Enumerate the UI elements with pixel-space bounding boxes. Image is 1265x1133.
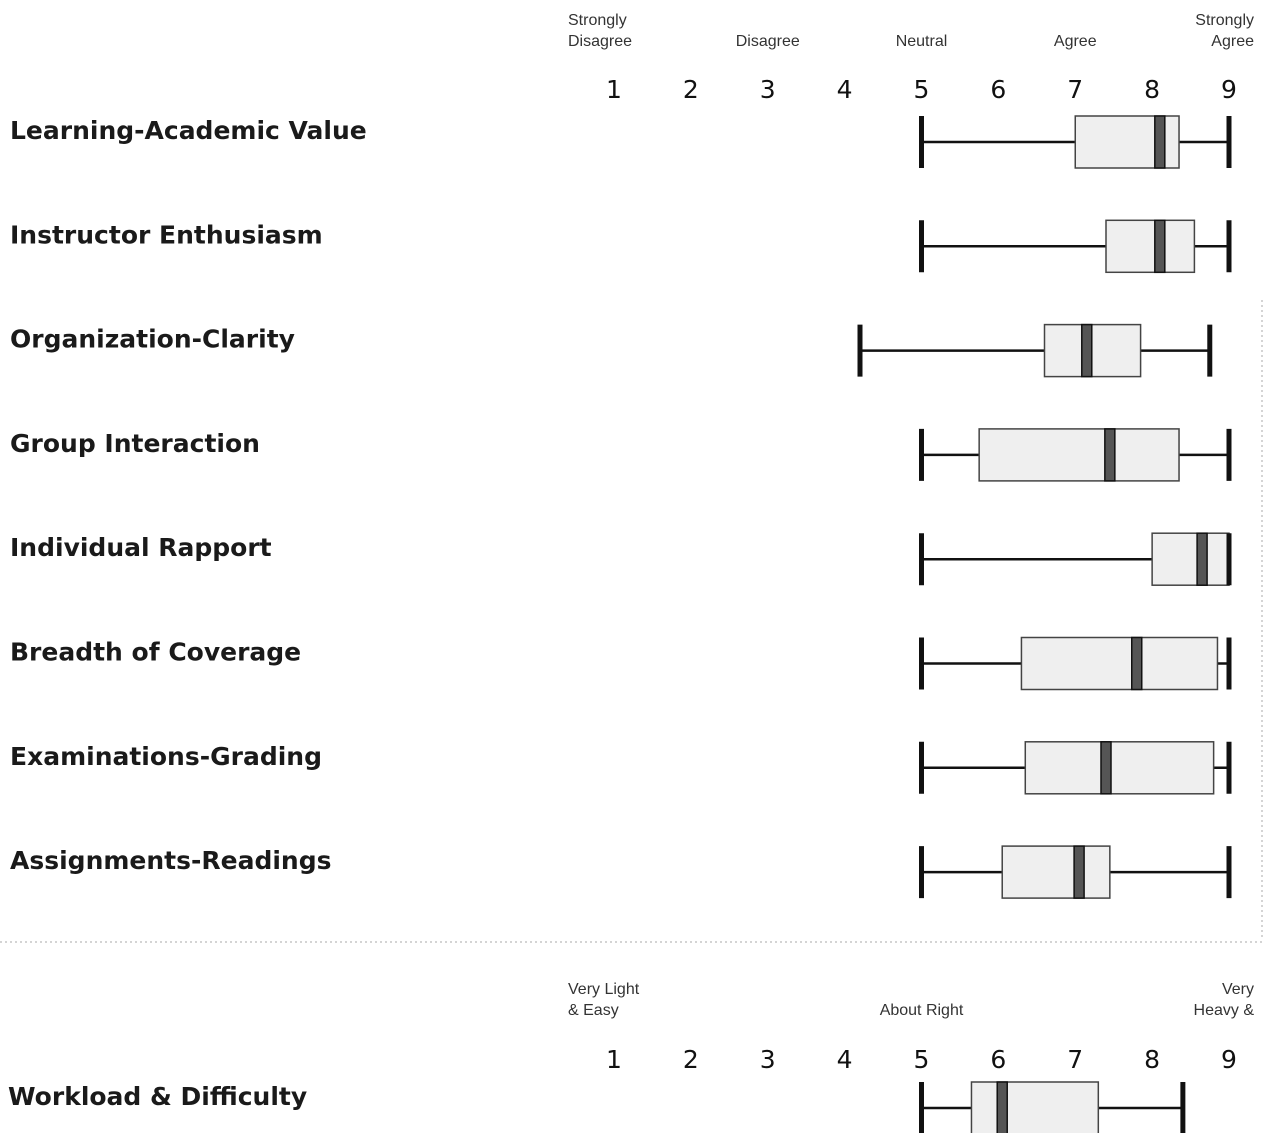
median-bar [1081, 323, 1093, 378]
iqr-box [970, 1081, 1100, 1133]
scale-anchor-label: Strongly [568, 12, 627, 29]
row-label: Workload & Difficulty [8, 1082, 307, 1111]
scale-tick-label: 4 [837, 1045, 853, 1074]
boxplot-row: Organization-Clarity [10, 323, 1213, 378]
scale-tick-label: 2 [683, 75, 699, 104]
row-label: Assignments-Readings [10, 846, 332, 875]
chart-panel-1: Strongly Disagree Disagree Neutral Agree Stro… [10, 12, 1254, 899]
scale-anchor-label: Very Light [568, 981, 640, 998]
scale-tick-label: 7 [1067, 75, 1083, 104]
boxplot-row: Examinations-Grading [10, 741, 1232, 795]
scale-tick-label: 9 [1221, 1045, 1237, 1074]
row-label: Individual Rapport [10, 533, 272, 562]
scale-anchor-label: Agree [1054, 33, 1097, 50]
scale-tick-label: 3 [760, 75, 776, 104]
scale-tick-label: 3 [760, 1045, 776, 1074]
boxplot-row: Instructor Enthusiasm [10, 219, 1232, 274]
scale-tick-label: 7 [1067, 1045, 1083, 1074]
boxplot-row: Individual Rapport [10, 532, 1232, 586]
median-bar [1131, 636, 1143, 691]
boxplot-row: Learning-Academic Value [10, 115, 1232, 169]
boxplot-row: Group Interaction [10, 428, 1232, 482]
scale-tick-label: 8 [1144, 1045, 1160, 1074]
scale-anchor-label: Agree [1211, 33, 1254, 50]
median-bar [1154, 115, 1166, 169]
scale-tick-label: 5 [914, 1045, 930, 1074]
scale-anchor-label: Disagree [568, 33, 632, 50]
row-label: Organization-Clarity [10, 325, 295, 354]
scale-tick-label: 9 [1221, 75, 1237, 104]
iqr-box [1024, 741, 1215, 795]
scale-tick-label: 1 [606, 75, 622, 104]
median-bar [1196, 532, 1208, 586]
median-bar [1073, 845, 1085, 899]
scale-tick-label: 4 [837, 75, 853, 104]
row-label: Instructor Enthusiasm [10, 220, 323, 249]
iqr-box [1105, 219, 1196, 274]
scale-tick-label: 5 [914, 75, 930, 104]
row-label: Breadth of Coverage [10, 638, 301, 667]
scale-anchor-label: & Easy [568, 1002, 619, 1019]
scale-tick-label: 6 [990, 75, 1006, 104]
boxplot-row: Breadth of Coverage [10, 636, 1232, 691]
median-bar [1100, 741, 1112, 795]
iqr-box [1001, 845, 1111, 899]
median-bar [1154, 219, 1166, 274]
boxplot-row: Assignments-Readings [10, 845, 1232, 899]
row-label: Examinations-Grading [10, 742, 322, 771]
median-bar [996, 1081, 1008, 1133]
chart-panel-2: Very Light & Easy About Right Very Heavy & 1 2… [8, 981, 1254, 1133]
scale-tick-label: 2 [683, 1045, 699, 1074]
scale-anchor-label: Disagree [736, 33, 800, 50]
scale-anchor-label: Heavy & [1194, 1002, 1255, 1019]
scale-tick-label: 6 [990, 1045, 1006, 1074]
iqr-box [978, 428, 1180, 482]
scale-tick-label: 8 [1144, 75, 1160, 104]
scale-anchor-label: About Right [880, 1002, 964, 1019]
scale-anchor-label: Neutral [896, 33, 948, 50]
scale-tick-label: 1 [606, 1045, 622, 1074]
iqr-box [1043, 323, 1142, 378]
iqr-box [1151, 532, 1230, 586]
row-label: Learning-Academic Value [10, 116, 367, 145]
scale-anchor-label: Strongly [1195, 12, 1254, 29]
boxplot-row: Workload & Difficulty [8, 1081, 1186, 1133]
median-bar [1104, 428, 1116, 482]
scale-anchor-label: Very [1222, 981, 1254, 998]
iqr-box [1020, 636, 1219, 691]
row-label: Group Interaction [10, 429, 260, 458]
